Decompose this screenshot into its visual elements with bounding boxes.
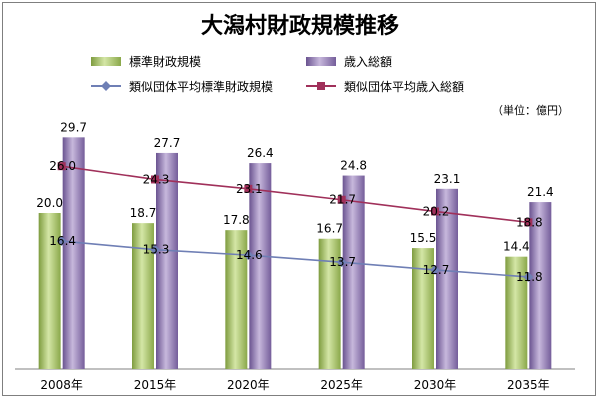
bar-label-standard-scale-1: 18.7 (130, 206, 157, 220)
bar-label-total-revenue-4: 23.1 (434, 172, 461, 186)
bar-total-revenue-1 (156, 152, 178, 369)
point-similar-standard-5 (523, 272, 534, 282)
legend-label-standard-scale: 標準財政規模 (129, 54, 201, 69)
x-tick-label-5: 2035年 (507, 378, 550, 392)
bar-standard-scale-0 (38, 213, 61, 369)
line-similar-revenue (61, 165, 529, 224)
lines-group (56, 162, 534, 282)
bar-label-standard-scale-0: 20.0 (36, 196, 63, 210)
legend-marker-similar-revenue (317, 82, 325, 90)
line-similar-standard (61, 240, 529, 278)
bar-total-revenue-3 (342, 175, 365, 369)
point-label-similar-standard-2: 14.6 (236, 248, 263, 262)
legend-marker-similar-standard (101, 81, 111, 91)
point-label-similar-revenue-5: 18.8 (516, 215, 543, 229)
bar-standard-scale-3 (318, 238, 341, 369)
point-label-similar-revenue-4: 20.2 (423, 204, 450, 218)
bar-standard-scale-4 (412, 248, 434, 369)
chart-frame: 大潟村財政規模推移 標準財政規模 歳入総額 類似団体平均標準財政規模 類似団体平… (2, 2, 596, 396)
point-label-similar-standard-0: 16.4 (49, 234, 76, 248)
unit-label: （単位：億円） (492, 103, 569, 117)
bar-label-standard-scale-3: 16.7 (316, 222, 343, 236)
bar-standard-scale-2 (225, 230, 248, 369)
bar-label-standard-scale-2: 17.8 (223, 213, 250, 227)
point-similar-revenue-0 (57, 162, 66, 171)
legend: 標準財政規模 歳入総額 類似団体平均標準財政規模 類似団体平均歳入総額 (91, 54, 464, 94)
bar-total-revenue-0 (62, 137, 85, 369)
bar-label-total-revenue-5: 21.4 (527, 185, 554, 199)
x-tick-labels: 2008年 2015年 2020年 2025年 2030年 2035年 (40, 378, 549, 392)
chart-title: 大潟村財政規模推移 (201, 13, 399, 39)
point-label-similar-standard-5: 11.8 (516, 270, 543, 284)
legend-swatch-total-revenue (306, 57, 336, 66)
point-similar-standard-3 (336, 257, 347, 268)
point-label-similar-standard-4: 12.7 (423, 263, 450, 277)
bar-label-total-revenue-2: 26.4 (247, 146, 274, 160)
point-similar-standard-4 (430, 264, 440, 275)
bar-standard-scale-5 (505, 256, 528, 369)
legend-swatch-standard-scale (91, 57, 121, 66)
bar-label-total-revenue-3: 24.8 (340, 159, 367, 173)
bar-total-revenue-2 (249, 163, 272, 369)
x-tick-label-4: 2030年 (414, 378, 457, 392)
bar-label-total-revenue-0: 29.7 (60, 120, 87, 134)
point-similar-revenue-2 (244, 184, 253, 193)
bar-standard-scale-1 (132, 223, 154, 369)
point-label-similar-revenue-1: 24.3 (143, 172, 170, 186)
bar-total-revenue-5 (529, 202, 552, 369)
x-tick-label-2: 2020年 (227, 378, 270, 392)
point-similar-revenue-1 (151, 175, 159, 184)
point-similar-standard-0 (56, 236, 67, 247)
bar-label-standard-scale-4: 15.5 (410, 231, 437, 245)
point-label-similar-standard-1: 15.3 (143, 243, 170, 257)
point-label-similar-revenue-0: 26.0 (49, 159, 76, 173)
legend-label-total-revenue: 歳入総額 (344, 55, 392, 69)
x-tick-label-0: 2008年 (40, 378, 83, 392)
chart-svg: 大潟村財政規模推移 標準財政規模 歳入総額 類似団体平均標準財政規模 類似団体平… (15, 13, 575, 392)
point-similar-standard-2 (243, 250, 254, 261)
bar-label-standard-scale-5: 14.4 (503, 240, 530, 254)
labels-group: 20.0 18.7 17.8 16.7 15.5 14.4 29.7 27.7 26.4 24.8… (36, 120, 553, 284)
legend-label-similar-revenue: 類似団体平均歳入総額 (344, 80, 464, 94)
point-label-similar-revenue-3: 21.7 (329, 193, 356, 207)
legend-label-similar-standard: 類似団体平均標準財政規模 (129, 79, 273, 94)
point-label-similar-revenue-2: 23.1 (236, 182, 263, 196)
x-tick-label-1: 2015年 (134, 378, 177, 392)
point-similar-revenue-3 (337, 195, 346, 204)
point-similar-revenue-5 (524, 218, 533, 227)
point-similar-revenue-4 (431, 207, 439, 216)
point-similar-standard-1 (150, 244, 160, 255)
point-label-similar-standard-3: 13.7 (329, 255, 356, 269)
bar-total-revenue-4 (436, 188, 458, 369)
bar-label-total-revenue-1: 27.7 (154, 136, 181, 150)
bars-group (38, 137, 552, 369)
x-tick-label-3: 2025年 (320, 378, 363, 392)
